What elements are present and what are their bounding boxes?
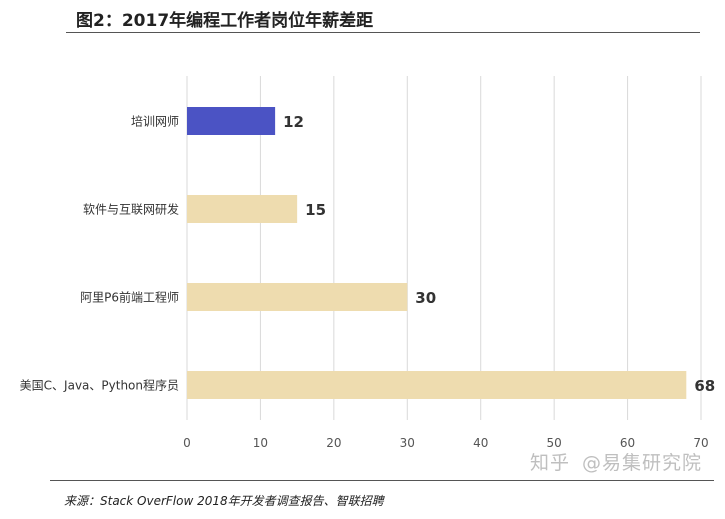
title-underline bbox=[66, 32, 700, 33]
x-tick-label: 30 bbox=[400, 436, 415, 450]
watermark: 知乎 @易集研究院 bbox=[530, 448, 702, 475]
data-label: 30 bbox=[415, 289, 436, 307]
footer-rule bbox=[50, 480, 714, 481]
x-tick-label: 40 bbox=[473, 436, 488, 450]
x-tick-label: 70 bbox=[693, 436, 708, 450]
watermark-site: 知乎 bbox=[530, 452, 571, 474]
data-label: 15 bbox=[305, 201, 326, 219]
bar bbox=[187, 283, 408, 311]
category-label: 软件与互联网研发 bbox=[83, 202, 179, 217]
category-label: 阿里P6前端工程师 bbox=[80, 290, 179, 305]
labels: 0 10 20 30 40 50 60 70 培训网师 12 软件与互联网研发 15 阿里P6前端工程师… bbox=[20, 113, 716, 450]
x-tick-label: 50 bbox=[547, 436, 562, 450]
watermark-author: @易集研究院 bbox=[582, 452, 703, 474]
data-label: 68 bbox=[694, 377, 715, 395]
bar bbox=[187, 195, 298, 223]
bar bbox=[187, 371, 687, 399]
bar bbox=[187, 107, 276, 135]
category-label: 培训网师 bbox=[131, 114, 179, 129]
chart-title: 图2：2017年编程工作者岗位年薪差距 bbox=[76, 11, 374, 31]
category-label: 美国C、Java、Python程序员 bbox=[20, 378, 179, 393]
data-label: 12 bbox=[283, 113, 304, 131]
x-tick-label: 0 bbox=[183, 436, 191, 450]
x-tick-label: 20 bbox=[326, 436, 341, 450]
x-tick-label: 60 bbox=[620, 436, 635, 450]
bars bbox=[187, 107, 687, 399]
source-note: 来源：Stack OverFlow 2018年开发者调查报告、智联招聘 bbox=[64, 494, 384, 508]
x-tick-label: 10 bbox=[253, 436, 268, 450]
